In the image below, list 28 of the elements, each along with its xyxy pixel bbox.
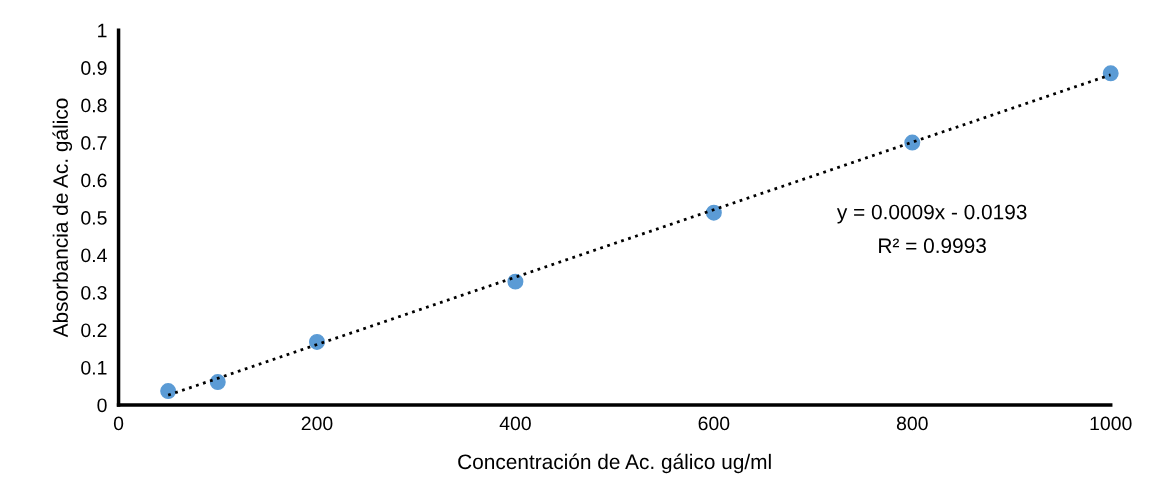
y-tick-label: 0.5 <box>81 211 107 225</box>
y-tick-label: 0.4 <box>81 248 107 263</box>
x-tick-label: 200 <box>301 416 333 431</box>
x-tick-label: 600 <box>698 416 730 431</box>
point <box>1102 65 1119 82</box>
y-tick-label: 0.8 <box>81 98 107 113</box>
point <box>209 374 226 391</box>
y-tick-label: 0 <box>97 398 107 413</box>
y-axis-title: Absorbancia de Ac. gálico <box>52 98 73 338</box>
y-tick-label: 0.6 <box>81 173 107 188</box>
y-tick-label: 1 <box>98 23 107 38</box>
y-tick-label: 0.3 <box>81 285 107 300</box>
x-tick-label: 800 <box>896 416 928 431</box>
point <box>160 383 177 400</box>
point <box>904 134 921 151</box>
x-tick-label: 0 <box>113 416 124 431</box>
point <box>705 204 722 221</box>
y-tick-label: 0.2 <box>81 323 107 338</box>
x-axis-title: Concentración de Ac. gálico ug/ml <box>458 453 771 474</box>
y-tick-label: 0.9 <box>81 61 107 75</box>
x-tick-label: 400 <box>499 416 531 431</box>
x-tick-label: 1000 <box>1090 416 1132 431</box>
y-tick-label: 0.7 <box>81 136 107 150</box>
point <box>507 273 524 290</box>
annotation: y = 0.0009x - 0.0193 <box>836 204 1027 224</box>
point <box>309 333 325 350</box>
y-tick-label: 0.1 <box>81 360 107 375</box>
annotation: R² = 0.9993 <box>879 238 986 254</box>
